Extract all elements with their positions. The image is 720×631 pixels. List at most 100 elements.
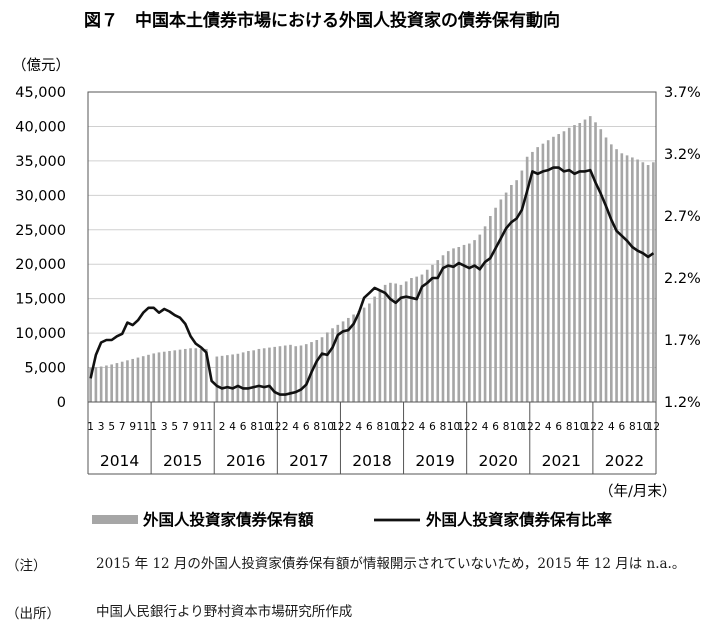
x-month-tick-label: 8	[440, 421, 447, 433]
bar	[189, 348, 192, 402]
y-left-tick-label: 35,000	[15, 154, 66, 170]
x-month-tick-label: 1	[150, 421, 157, 433]
bar	[536, 147, 539, 402]
x-month-tick-label: 4	[608, 421, 615, 433]
bar	[462, 244, 466, 402]
x-month-tick-label: 10	[573, 421, 586, 433]
bar	[147, 354, 150, 402]
y-right-tick-label: 2.2%	[664, 271, 701, 287]
x-month-tick-label: 10	[510, 421, 523, 433]
bar-series-holdings	[89, 116, 655, 403]
note-row: （注）	[6, 554, 47, 574]
x-month-tick-label: 12	[457, 421, 470, 433]
bar	[268, 347, 271, 402]
bar	[504, 192, 508, 402]
y-left-axis-label: （億元）	[12, 57, 70, 74]
bar	[157, 352, 161, 402]
bar	[520, 170, 524, 402]
bar	[299, 345, 303, 402]
bar	[483, 226, 487, 402]
x-month-tick-label: 8	[503, 421, 510, 433]
bar	[352, 314, 355, 402]
x-axis-label: （年/月末）	[599, 483, 676, 500]
bar	[247, 351, 250, 402]
x-month-tick-label: 3	[161, 421, 168, 433]
source-row: （出所）	[6, 602, 60, 622]
bar	[226, 355, 229, 402]
bar	[105, 365, 108, 402]
gridlines	[88, 91, 656, 403]
bar	[489, 216, 492, 402]
bar	[525, 156, 529, 402]
x-year-label: 2017	[289, 452, 328, 470]
source-text: 中国人民銀行より野村資本市場研究所作成	[96, 604, 353, 620]
bar	[294, 346, 298, 402]
x-month-tick-label: 2	[597, 421, 604, 433]
line-series-ratio	[89, 166, 655, 396]
y-left-tick-label: 0	[57, 395, 66, 411]
x-month-tick-label: 12	[647, 421, 660, 433]
x-month-tick-label: 4	[545, 421, 552, 433]
bar	[341, 321, 345, 402]
bar	[399, 284, 403, 402]
x-month-tick-label: 5	[108, 421, 115, 433]
bar	[136, 357, 140, 402]
ratio-line	[89, 166, 655, 396]
x-month-tick-label: 6	[366, 421, 373, 433]
bar	[452, 248, 455, 402]
bar	[609, 144, 613, 402]
chart: 図７ 中国本土債券市場における外国人投資家の債券保有動向 （億元） （年/月末）…	[12, 10, 701, 529]
legend: 外国人投資家債券保有額 外国人投資家債券保有比率	[92, 510, 613, 529]
x-month-tick-label: 9	[129, 421, 136, 433]
bar	[510, 185, 513, 402]
x-year-label: 2019	[415, 452, 454, 470]
y-right-tick-label: 3.7%	[664, 85, 701, 101]
bar	[325, 332, 329, 402]
bar	[115, 363, 119, 402]
bar	[441, 255, 445, 402]
y-left-tick-label: 20,000	[15, 257, 66, 273]
bar	[646, 165, 650, 402]
bar	[436, 260, 440, 402]
y-left-tick-label: 45,000	[15, 85, 66, 101]
x-month-tick-label: 4	[356, 421, 363, 433]
bar	[262, 348, 266, 402]
bar	[373, 296, 376, 402]
bar	[557, 134, 561, 402]
x-month-tick-label: 2	[219, 421, 226, 433]
bar	[362, 307, 366, 402]
x-month-tick-label: 8	[313, 421, 320, 433]
bar	[278, 346, 282, 402]
x-month-tick-label: 12	[520, 421, 533, 433]
bar	[347, 317, 350, 402]
bar	[215, 356, 219, 402]
y-left-tick-label: 15,000	[15, 292, 66, 308]
x-month-tick-label: 4	[229, 421, 236, 433]
y-left-tick-label: 30,000	[15, 188, 66, 204]
bar	[183, 348, 187, 402]
bar	[368, 303, 371, 402]
x-month-tick-label: 3	[98, 421, 105, 433]
x-month-tick-label: 10	[636, 421, 649, 433]
bar	[336, 324, 340, 402]
bar	[478, 234, 482, 402]
bar	[320, 337, 324, 402]
legend-bar-swatch	[92, 515, 138, 524]
bar	[131, 358, 135, 402]
x-month-tick-label: 8	[377, 421, 384, 433]
bar	[446, 251, 450, 402]
bar	[178, 349, 182, 402]
source-label: （出所）	[6, 606, 60, 622]
y-right-tick-label: 1.2%	[664, 395, 701, 411]
bar	[552, 136, 555, 402]
bar	[315, 340, 319, 402]
bar	[573, 125, 576, 403]
bar	[420, 274, 424, 402]
bar	[126, 360, 129, 402]
bar	[383, 284, 387, 402]
bar	[173, 350, 177, 402]
x-month-tick-label: 2	[534, 421, 541, 433]
bar	[546, 140, 550, 402]
x-year-label: 2018	[352, 452, 391, 470]
